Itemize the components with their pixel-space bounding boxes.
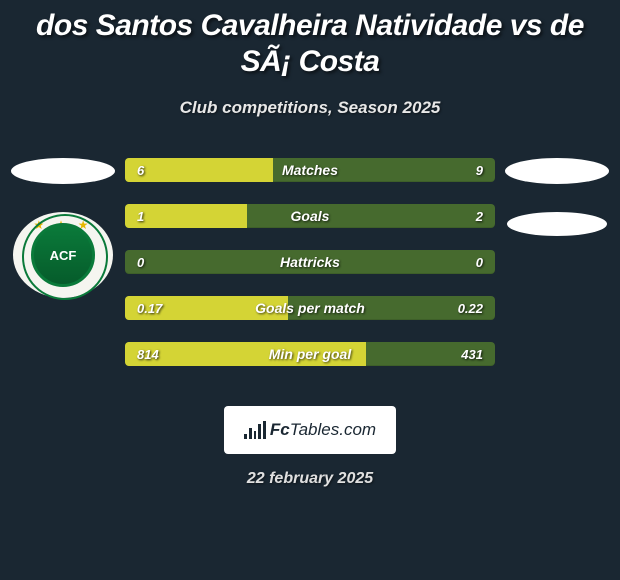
- player-name-placeholder-right: [505, 158, 609, 184]
- right-player-column: [502, 158, 612, 236]
- page-title: dos Santos Cavalheira Natividade vs de S…: [0, 0, 620, 80]
- stat-right-value: 9: [476, 163, 483, 178]
- club-badge-placeholder-right: [507, 212, 607, 236]
- comparison-area: ★ ★ ★ ACF 6Matches9 1Goals2 0Hattricks0 0.1…: [0, 158, 620, 378]
- club-badge-letters: ACF: [31, 223, 95, 287]
- stat-right-value: 431: [461, 347, 483, 362]
- stat-right-value: 0: [476, 255, 483, 270]
- stat-label: Matches: [125, 162, 495, 178]
- left-player-column: ★ ★ ★ ACF: [8, 158, 118, 298]
- stat-label: Min per goal: [125, 346, 495, 362]
- stat-right-value: 0.22: [458, 301, 483, 316]
- club-badge-left: ★ ★ ★ ACF: [13, 212, 113, 298]
- stat-label: Goals per match: [125, 300, 495, 316]
- stats-list: 6Matches9 1Goals2 0Hattricks0 0.17Goals per…: [125, 158, 495, 366]
- stat-row: 1Goals2: [125, 204, 495, 228]
- subtitle: Club competitions, Season 2025: [0, 98, 620, 118]
- logo-rest: Tables.com: [290, 420, 376, 439]
- stat-row: 6Matches9: [125, 158, 495, 182]
- bars-icon: [244, 421, 266, 439]
- source-logo-text: FcTables.com: [270, 420, 376, 440]
- player-name-placeholder-left: [11, 158, 115, 184]
- stat-label: Goals: [125, 208, 495, 224]
- stat-row: 0.17Goals per match0.22: [125, 296, 495, 320]
- logo-bold: Fc: [270, 420, 290, 439]
- stat-row: 814Min per goal431: [125, 342, 495, 366]
- stat-row: 0Hattricks0: [125, 250, 495, 274]
- date-label: 22 february 2025: [0, 470, 620, 488]
- source-logo: FcTables.com: [224, 406, 396, 454]
- stat-right-value: 2: [476, 209, 483, 224]
- stat-label: Hattricks: [125, 254, 495, 270]
